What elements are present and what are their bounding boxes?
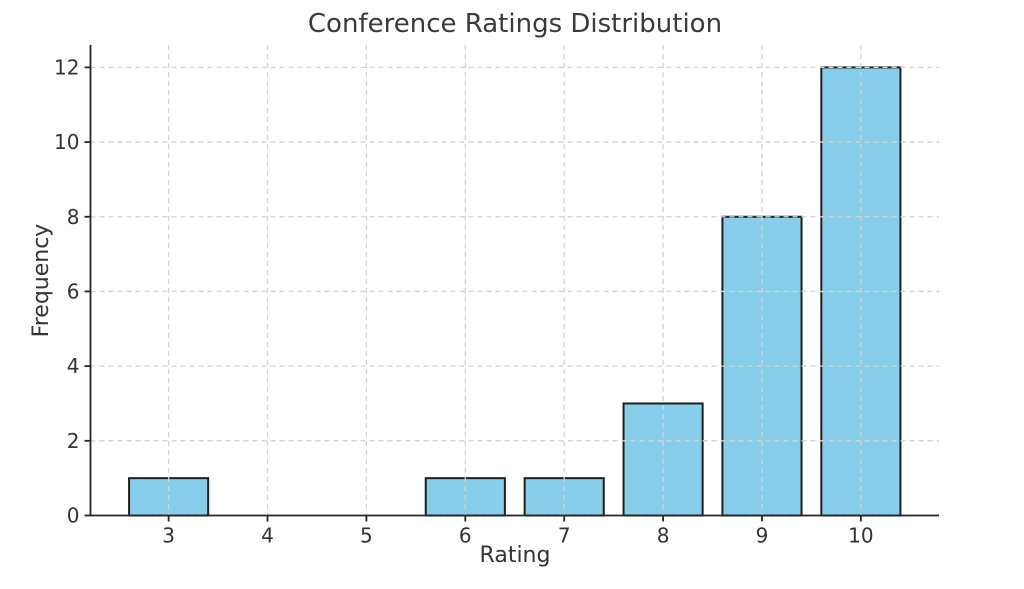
x-tick-label: 9 bbox=[756, 524, 769, 548]
x-tick-label: 7 bbox=[558, 524, 571, 548]
y-tick-label: 8 bbox=[67, 205, 80, 229]
tick-labels: 3 4 5 6 7 8 9 10 0 2 4 6 8 10 12 bbox=[54, 55, 874, 547]
x-tick-label: 8 bbox=[657, 524, 670, 548]
y-tick-label: 0 bbox=[67, 504, 80, 528]
gridlines bbox=[90, 45, 939, 517]
x-axis-label: Rating bbox=[480, 543, 551, 568]
y-tick-label: 2 bbox=[67, 429, 80, 453]
y-tick-label: 10 bbox=[54, 130, 79, 154]
x-tick-label: 4 bbox=[261, 524, 274, 548]
y-tick-label: 12 bbox=[54, 55, 79, 79]
y-tick-label: 4 bbox=[67, 354, 80, 378]
chart-title: Conference Ratings Distribution bbox=[308, 9, 722, 39]
y-tick-label: 6 bbox=[67, 279, 80, 303]
x-tick-label: 10 bbox=[848, 524, 873, 548]
x-tick-label: 5 bbox=[360, 524, 373, 548]
x-tick-label: 3 bbox=[162, 524, 175, 548]
x-tick-label: 6 bbox=[459, 524, 472, 548]
y-axis-label: Frequency bbox=[29, 224, 54, 338]
axes bbox=[84, 45, 939, 522]
